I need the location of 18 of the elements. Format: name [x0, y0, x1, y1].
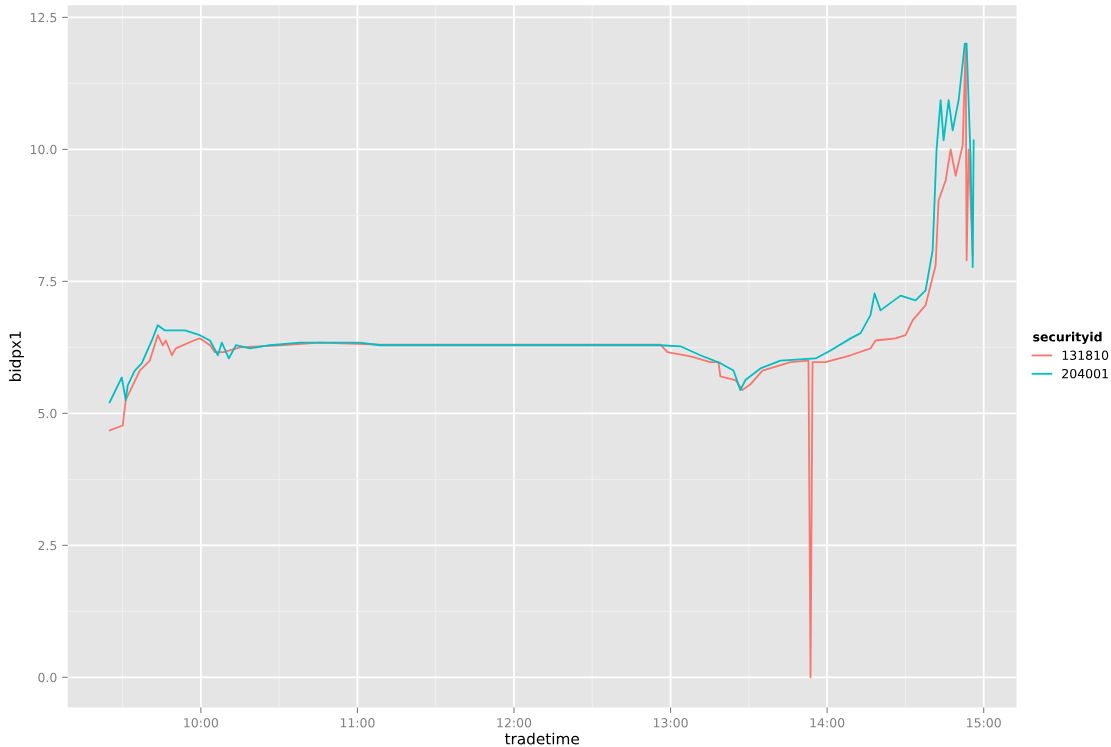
legend-title: securityid — [1033, 331, 1102, 345]
x-tick-label: 10:00 — [184, 718, 219, 728]
y-tick-label: 5.0 — [38, 408, 57, 419]
legend-label: 131810 — [1062, 350, 1109, 360]
y-axis-title: bidpx1 — [9, 331, 24, 381]
y-tick-label: 12.5 — [30, 12, 57, 23]
y-tick-label: 0.0 — [38, 672, 57, 683]
x-tick-label: 14:00 — [810, 718, 845, 728]
x-tick-label: 13:00 — [653, 718, 688, 728]
y-tick-label: 2.5 — [38, 540, 57, 551]
x-axis-title: tradetime — [504, 732, 579, 745]
y-tick-label: 7.5 — [38, 276, 57, 287]
x-tick-label: 11:00 — [340, 718, 375, 728]
legend-label: 204001 — [1062, 368, 1108, 379]
x-tick-label: 15:00 — [967, 718, 1001, 728]
line-series — [108, 42, 975, 404]
x-tick-label: 12:00 — [497, 718, 532, 728]
y-tick-label: 10.0 — [30, 144, 57, 155]
